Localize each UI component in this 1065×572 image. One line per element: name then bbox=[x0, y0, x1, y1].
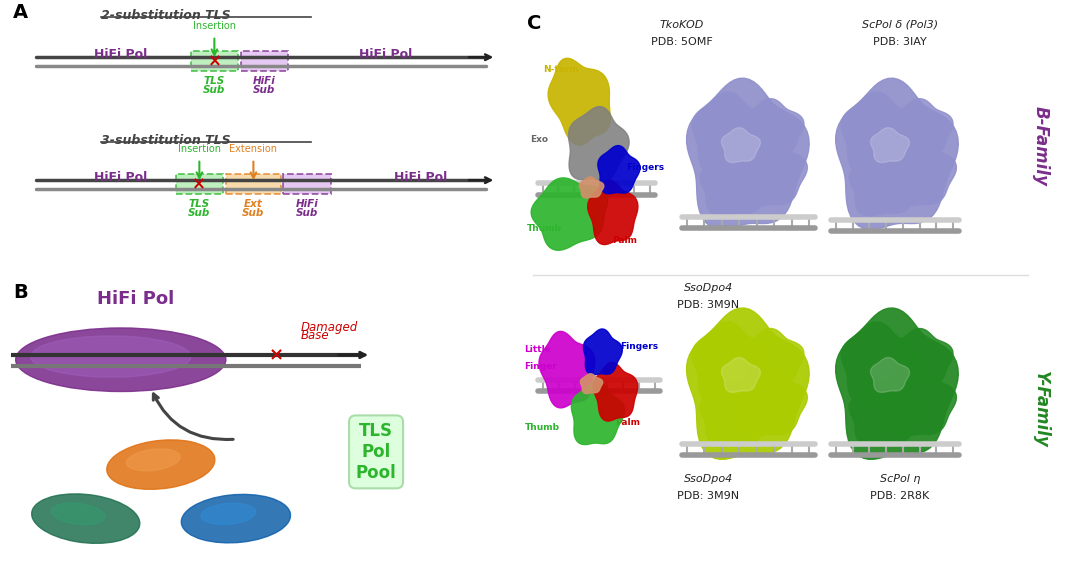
Polygon shape bbox=[742, 99, 804, 157]
Polygon shape bbox=[692, 92, 770, 174]
Text: B-Family: B-Family bbox=[1032, 106, 1050, 186]
Polygon shape bbox=[548, 58, 610, 145]
Text: B: B bbox=[13, 284, 28, 303]
Text: 2-substitution TLS: 2-substitution TLS bbox=[101, 9, 230, 22]
Text: Sub: Sub bbox=[253, 85, 276, 95]
Text: Sub: Sub bbox=[189, 208, 211, 218]
Polygon shape bbox=[569, 106, 629, 181]
Text: Thumb: Thumb bbox=[527, 224, 562, 233]
Polygon shape bbox=[879, 367, 956, 437]
Text: Extension: Extension bbox=[229, 145, 277, 154]
Text: Palm: Palm bbox=[616, 418, 640, 427]
Polygon shape bbox=[579, 177, 604, 198]
Polygon shape bbox=[721, 358, 760, 392]
Text: Sub: Sub bbox=[203, 85, 226, 95]
Text: PDB: 3M9N: PDB: 3M9N bbox=[677, 491, 739, 500]
Text: Insertion: Insertion bbox=[178, 145, 220, 154]
Polygon shape bbox=[891, 99, 953, 157]
Text: Palm: Palm bbox=[612, 236, 637, 245]
Text: Fingers: Fingers bbox=[626, 162, 663, 172]
Ellipse shape bbox=[51, 503, 105, 525]
Ellipse shape bbox=[127, 449, 180, 471]
Text: HiFi Pol: HiFi Pol bbox=[94, 48, 147, 61]
Text: TkoKOD: TkoKOD bbox=[659, 20, 704, 30]
Text: Exo: Exo bbox=[529, 134, 547, 144]
Text: ScPol η: ScPol η bbox=[880, 474, 920, 484]
Text: ×: × bbox=[268, 346, 283, 364]
Polygon shape bbox=[580, 374, 603, 394]
Polygon shape bbox=[730, 367, 807, 437]
Polygon shape bbox=[730, 137, 807, 207]
Text: TLS: TLS bbox=[203, 76, 225, 86]
Polygon shape bbox=[571, 382, 624, 444]
Ellipse shape bbox=[106, 440, 215, 489]
Polygon shape bbox=[593, 362, 638, 421]
Text: Fingers: Fingers bbox=[620, 342, 658, 351]
Text: ×: × bbox=[193, 175, 207, 193]
Text: Sub: Sub bbox=[243, 208, 264, 218]
Polygon shape bbox=[870, 128, 910, 162]
Text: Insertion: Insertion bbox=[193, 22, 235, 31]
Polygon shape bbox=[687, 78, 809, 229]
Polygon shape bbox=[700, 382, 772, 446]
Text: Base: Base bbox=[301, 329, 329, 342]
Text: Ext: Ext bbox=[244, 198, 263, 209]
Text: SsoDpo4: SsoDpo4 bbox=[684, 474, 733, 484]
Polygon shape bbox=[597, 145, 640, 194]
Text: ×: × bbox=[208, 52, 222, 70]
Text: PDB: 3IAY: PDB: 3IAY bbox=[873, 37, 927, 46]
Ellipse shape bbox=[201, 503, 256, 525]
Text: Little: Little bbox=[525, 345, 552, 354]
Text: SsoDpo4: SsoDpo4 bbox=[684, 283, 733, 293]
Polygon shape bbox=[742, 328, 804, 387]
Text: PDB: 5OMF: PDB: 5OMF bbox=[651, 37, 712, 46]
Text: HiFi Pol: HiFi Pol bbox=[97, 290, 175, 308]
Text: 3-substitution TLS: 3-substitution TLS bbox=[101, 134, 230, 148]
Text: Damaged: Damaged bbox=[301, 321, 358, 334]
Text: HiFi Pol: HiFi Pol bbox=[394, 171, 447, 184]
Ellipse shape bbox=[181, 494, 291, 543]
Text: Finger: Finger bbox=[525, 362, 557, 371]
Polygon shape bbox=[870, 358, 910, 392]
Text: PDB: 2R8K: PDB: 2R8K bbox=[870, 491, 930, 500]
Polygon shape bbox=[692, 322, 770, 403]
Polygon shape bbox=[836, 308, 958, 459]
Polygon shape bbox=[849, 382, 921, 446]
FancyBboxPatch shape bbox=[226, 174, 281, 194]
Text: TLS
Pol
Pool: TLS Pol Pool bbox=[356, 422, 396, 482]
Polygon shape bbox=[531, 178, 608, 251]
Text: HiFi Pol: HiFi Pol bbox=[94, 171, 147, 184]
Text: A: A bbox=[13, 3, 29, 22]
Ellipse shape bbox=[31, 336, 191, 377]
Text: Thumb: Thumb bbox=[525, 423, 559, 432]
Ellipse shape bbox=[16, 328, 226, 391]
Text: C: C bbox=[527, 14, 541, 33]
Text: Y-Family: Y-Family bbox=[1032, 371, 1050, 448]
Text: Sub: Sub bbox=[296, 208, 318, 218]
Polygon shape bbox=[584, 329, 622, 375]
Text: HiFi: HiFi bbox=[296, 198, 318, 209]
Polygon shape bbox=[841, 322, 919, 403]
Polygon shape bbox=[687, 308, 809, 459]
Polygon shape bbox=[841, 92, 919, 174]
Polygon shape bbox=[849, 152, 921, 216]
Ellipse shape bbox=[32, 494, 140, 543]
Text: HiFi Pol: HiFi Pol bbox=[359, 48, 413, 61]
Polygon shape bbox=[879, 137, 956, 207]
Text: HiFi: HiFi bbox=[253, 76, 276, 86]
FancyBboxPatch shape bbox=[176, 174, 224, 194]
FancyBboxPatch shape bbox=[283, 174, 331, 194]
Polygon shape bbox=[588, 180, 638, 245]
Polygon shape bbox=[539, 331, 595, 408]
Text: PDB: 3M9N: PDB: 3M9N bbox=[677, 300, 739, 310]
Polygon shape bbox=[891, 328, 953, 387]
FancyBboxPatch shape bbox=[191, 51, 239, 71]
Text: ScPol δ (Pol3): ScPol δ (Pol3) bbox=[862, 20, 938, 30]
Polygon shape bbox=[700, 152, 772, 216]
Text: N-term: N-term bbox=[543, 65, 579, 74]
Polygon shape bbox=[721, 128, 760, 162]
Polygon shape bbox=[836, 78, 958, 229]
Text: TLS: TLS bbox=[189, 198, 210, 209]
FancyBboxPatch shape bbox=[241, 51, 289, 71]
